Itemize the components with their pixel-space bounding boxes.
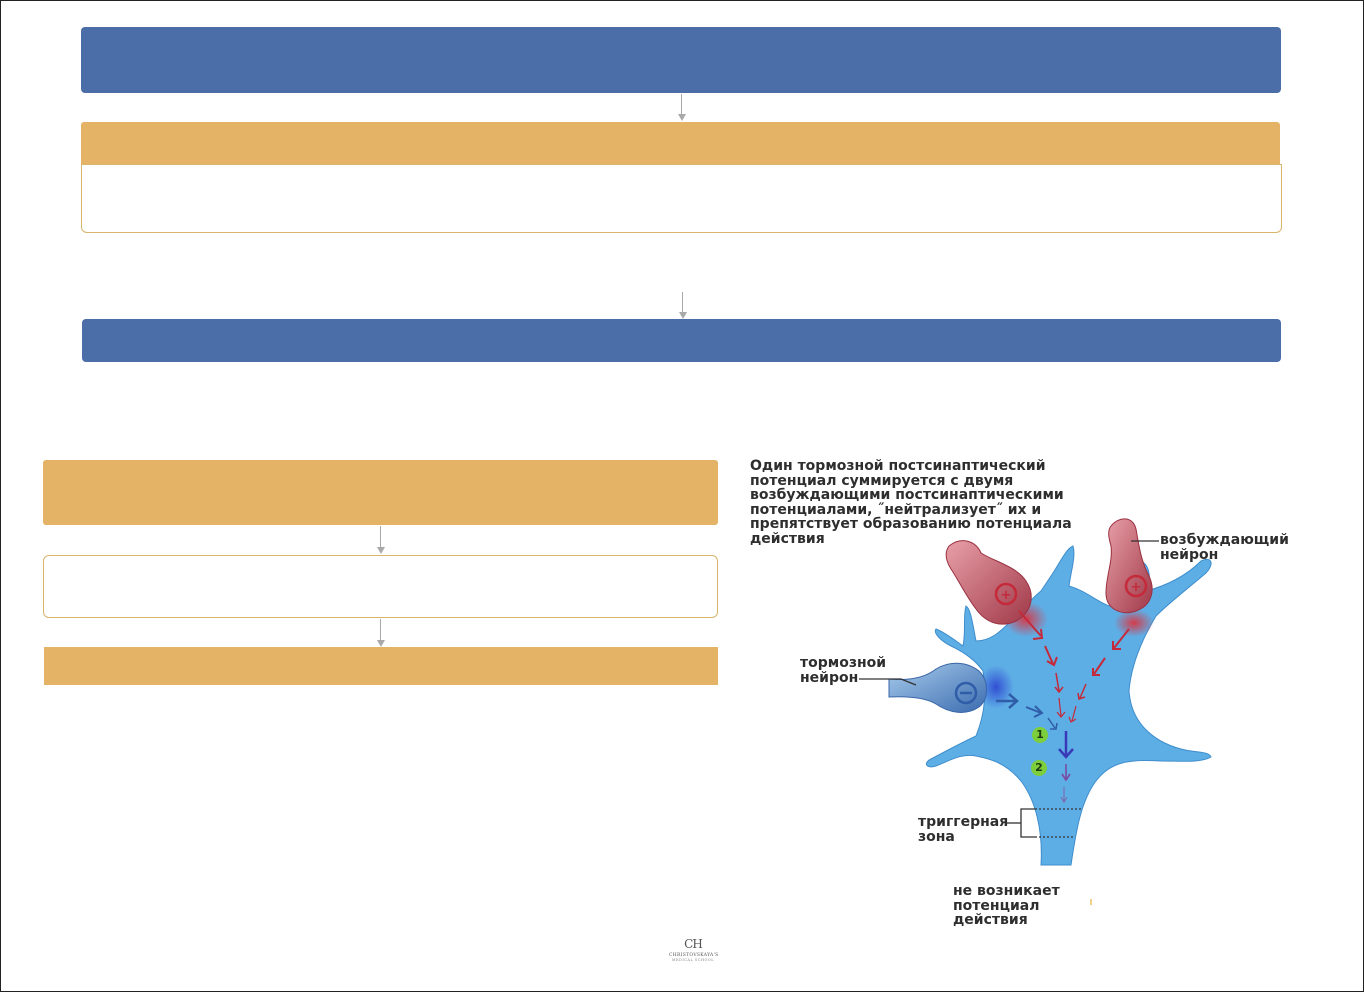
school-logo: CH CHRISTOVSKAYA'S MEDICAL SCHOOL <box>669 937 719 962</box>
left-box-gold-bottom <box>44 647 718 685</box>
marker-1: 1 <box>1036 728 1044 741</box>
logo-brand: CHRISTOVSKAYA'S <box>669 953 719 958</box>
logo-monogram: CH <box>684 937 703 951</box>
label-excitatory-neuron: возбуждающий нейрон <box>1160 532 1289 563</box>
marker-2: 2 <box>1035 761 1043 774</box>
flow-box-top <box>81 27 1281 93</box>
flow-box-body-outline <box>81 164 1282 233</box>
label-inhibitory-neuron: тормозной нейрон <box>800 655 887 686</box>
diagram-caption: Один тормозной постсинаптический потенци… <box>750 458 1072 547</box>
flow-box-header-gold <box>81 122 1280 164</box>
svg-text:+: + <box>1001 588 1012 603</box>
label-result: не возникает потенциал действия <box>953 883 1060 928</box>
left-box-outline <box>43 555 718 618</box>
flow-box-middle <box>82 319 1281 362</box>
svg-text:+: + <box>1131 580 1142 595</box>
label-trigger-zone: триггерная зона <box>918 814 1009 845</box>
left-box-gold-top <box>43 460 718 525</box>
logo-subtitle: MEDICAL SCHOOL <box>671 958 715 962</box>
